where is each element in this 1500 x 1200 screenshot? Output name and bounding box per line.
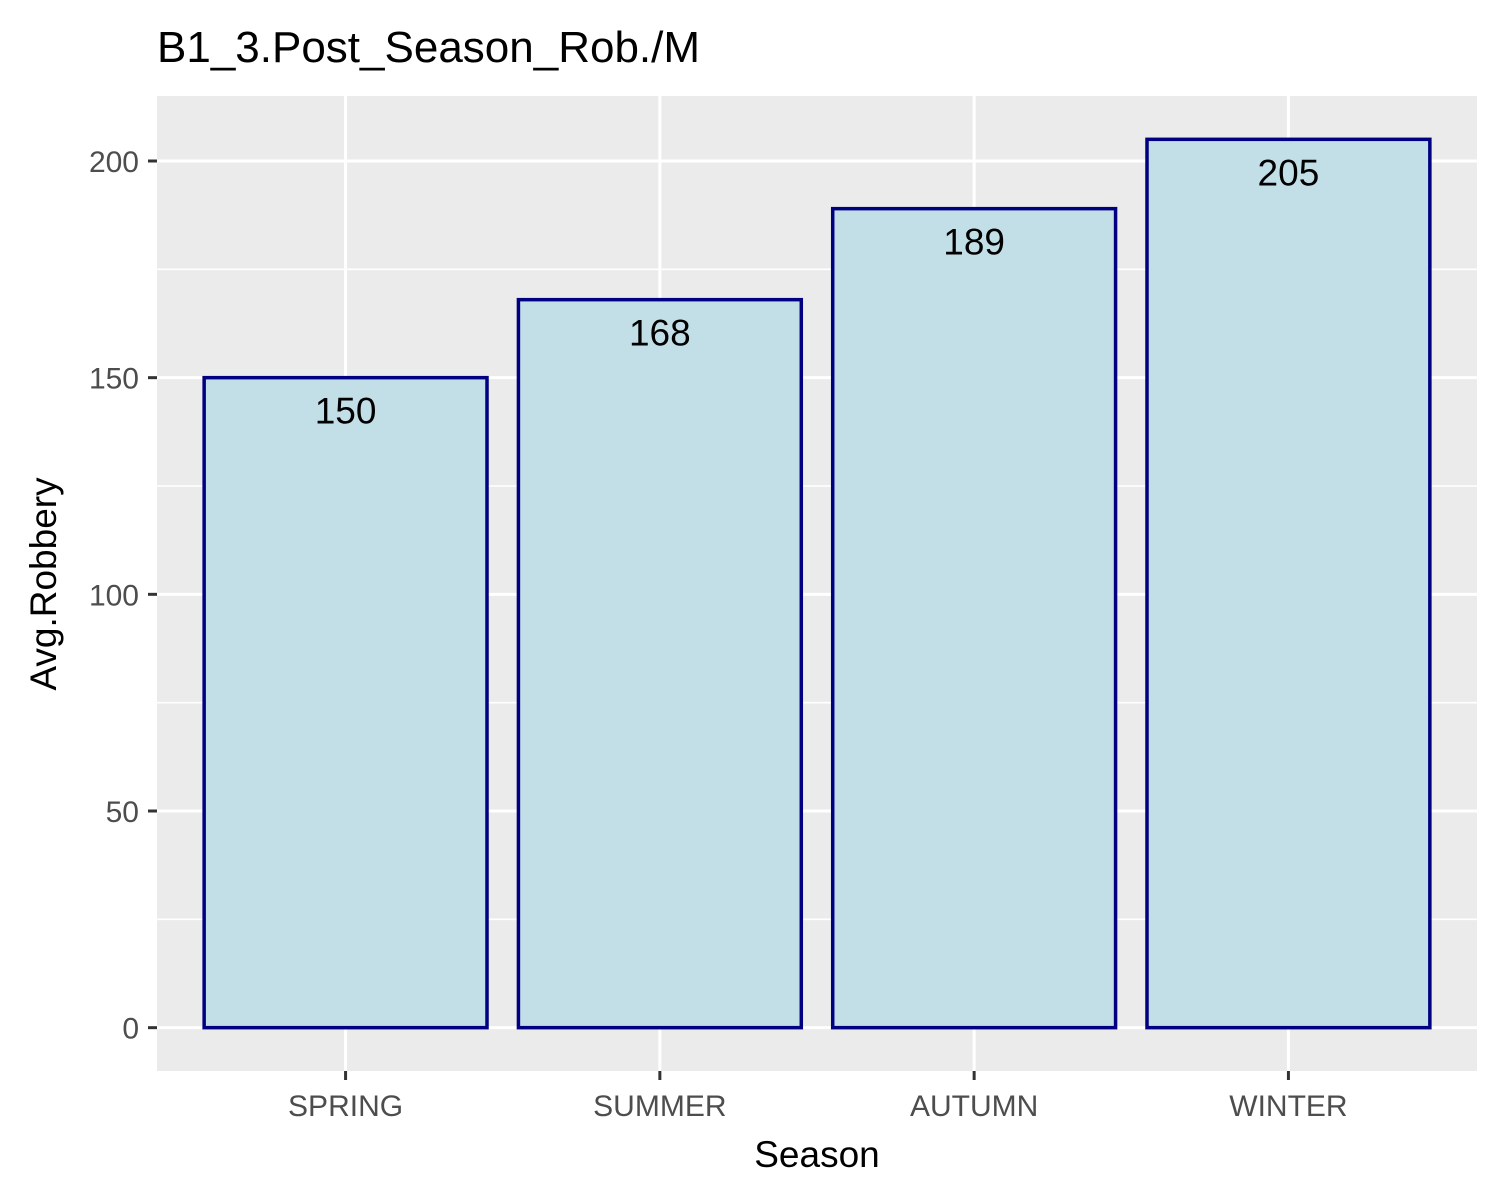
y-tick-label: 0 bbox=[122, 1013, 139, 1046]
bar-autumn bbox=[830, 206, 1118, 1030]
data-label-winter: 205 bbox=[1258, 152, 1320, 193]
y-tick-label: 200 bbox=[89, 146, 139, 179]
x-tick-label-autumn: AUTUMN bbox=[910, 1090, 1038, 1123]
bar-summer bbox=[516, 297, 804, 1030]
x-tick-label-spring: SPRING bbox=[288, 1090, 403, 1123]
x-axis: SPRING SUMMER AUTUMN WINTER bbox=[288, 1071, 1348, 1123]
x-tick-label-winter: WINTER bbox=[1229, 1090, 1347, 1123]
data-label-spring: 150 bbox=[315, 391, 377, 432]
y-tick-label: 100 bbox=[89, 579, 139, 612]
x-tick-label-summer: SUMMER bbox=[593, 1090, 726, 1123]
bars bbox=[202, 137, 1432, 1030]
data-label-autumn: 189 bbox=[943, 222, 1005, 263]
data-label-summer: 168 bbox=[629, 313, 691, 354]
y-axis-title: Avg.Robbery bbox=[23, 477, 64, 691]
chart-title: B1_3.Post_Season_Rob./M bbox=[157, 23, 700, 72]
x-axis-title: Season bbox=[754, 1134, 880, 1175]
y-axis: 0 50 100 150 200 bbox=[89, 146, 157, 1046]
bar-winter bbox=[1145, 137, 1432, 1030]
bar-spring bbox=[202, 375, 489, 1030]
y-tick-label: 50 bbox=[106, 796, 139, 829]
y-tick-label: 150 bbox=[89, 363, 139, 396]
bar-data-labels: 150 168 189 205 bbox=[315, 152, 1320, 431]
